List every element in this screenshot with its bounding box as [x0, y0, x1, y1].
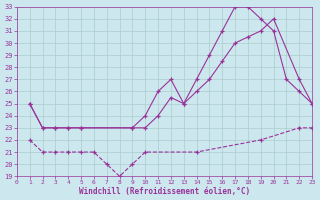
X-axis label: Windchill (Refroidissement éolien,°C): Windchill (Refroidissement éolien,°C) [79, 187, 250, 196]
